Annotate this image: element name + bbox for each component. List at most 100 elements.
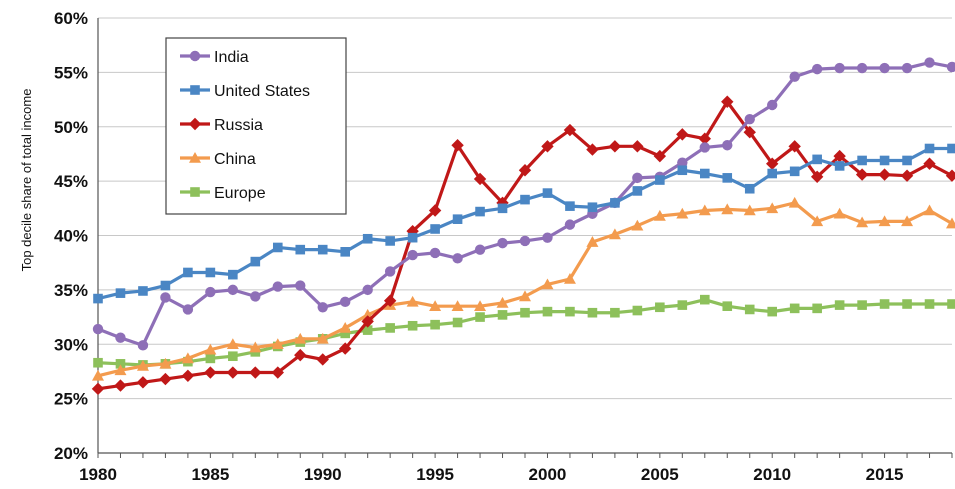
data-point-europe — [430, 319, 440, 330]
data-point-china — [541, 278, 554, 290]
data-point-china — [92, 369, 104, 381]
data-point-united-states — [722, 173, 733, 183]
data-point-europe — [587, 307, 598, 318]
data-point-india — [834, 62, 845, 74]
data-point-united-states — [115, 288, 126, 298]
y-tick-label: 20% — [54, 444, 88, 463]
data-point-united-states — [947, 143, 955, 154]
data-point-china — [204, 343, 217, 355]
data-point-russia — [294, 348, 307, 362]
data-point-europe — [812, 303, 822, 314]
data-point-united-states — [520, 194, 530, 205]
data-point-europe — [767, 306, 778, 317]
y-tick-label: 30% — [54, 335, 88, 354]
data-point-india — [901, 62, 913, 74]
y-tick-labels: 20% 25% 30% 35% 40% 45% 50% 55% 60% — [54, 9, 88, 463]
x-tick-label: 2000 — [529, 465, 567, 484]
data-point-united-states — [183, 267, 193, 278]
data-point-europe — [542, 306, 553, 317]
data-point-china — [294, 332, 307, 344]
data-point-europe — [452, 317, 463, 328]
data-point-india — [227, 284, 239, 296]
data-point-china — [901, 215, 914, 227]
legend-items: India United States Russia China Europe — [180, 49, 310, 202]
data-point-china — [474, 300, 487, 311]
data-point-russia — [226, 366, 240, 379]
data-point-united-states — [250, 256, 261, 267]
data-point-china — [339, 321, 352, 333]
data-point-russia — [428, 204, 442, 217]
data-point-russia — [91, 382, 105, 396]
data-point-europe — [385, 323, 395, 333]
data-point-united-states — [812, 154, 822, 165]
legend-label: Europe — [214, 185, 266, 202]
data-point-russia — [563, 123, 577, 137]
data-point-india — [924, 57, 935, 68]
data-point-india — [429, 247, 441, 259]
data-point-china — [608, 228, 621, 240]
data-point-united-states — [475, 206, 485, 217]
legend-label: India — [214, 49, 249, 66]
data-point-china — [249, 341, 262, 353]
y-tick-label: 50% — [54, 118, 88, 137]
series — [91, 57, 955, 396]
data-point-united-states — [295, 244, 306, 255]
data-point-united-states — [430, 224, 440, 234]
data-point-russia — [721, 95, 734, 108]
series-china — [92, 196, 955, 381]
data-point-china — [698, 204, 711, 216]
data-point-united-states — [407, 232, 418, 243]
series-russia — [91, 95, 955, 396]
data-point-russia — [316, 353, 329, 366]
data-point-china — [563, 273, 576, 284]
data-point-russia — [451, 139, 464, 152]
data-point-united-states — [317, 244, 328, 255]
data-point-united-states — [902, 155, 912, 166]
data-point-russia — [339, 342, 352, 355]
data-point-india — [115, 332, 126, 343]
data-point-india — [699, 142, 710, 153]
data-point-china — [743, 204, 756, 216]
data-point-india — [856, 62, 868, 74]
legend-item-russia: Russia — [180, 117, 263, 134]
data-point-europe — [565, 306, 575, 317]
data-point-russia — [676, 128, 689, 141]
data-point-united-states — [138, 286, 148, 296]
data-point-united-states — [205, 267, 216, 278]
data-point-russia — [653, 149, 667, 163]
data-point-china — [496, 296, 509, 308]
data-point-europe — [655, 302, 665, 313]
legend-item-europe: Europe — [180, 185, 266, 202]
data-point-india — [205, 286, 216, 298]
series-europe — [93, 294, 955, 370]
legend-swatch-marker — [190, 187, 200, 197]
data-point-china — [878, 215, 891, 227]
data-point-united-states — [699, 168, 710, 179]
data-point-united-states — [93, 293, 103, 304]
data-point-china — [923, 204, 936, 216]
data-point-united-states — [385, 236, 395, 246]
data-point-europe — [407, 320, 418, 331]
y-tick-label: 60% — [54, 9, 88, 28]
data-point-india — [811, 63, 823, 75]
data-point-united-states — [834, 161, 845, 171]
data-point-russia — [945, 169, 955, 182]
data-point-china — [519, 290, 531, 302]
data-point-russia — [608, 140, 622, 153]
legend-swatch-marker — [189, 152, 201, 163]
data-point-russia — [159, 372, 172, 386]
data-point-china — [586, 236, 599, 247]
data-point-china — [946, 217, 955, 229]
data-point-europe — [362, 325, 373, 335]
data-point-united-states — [160, 280, 171, 291]
data-point-india — [295, 280, 306, 291]
data-point-united-states — [565, 201, 575, 211]
data-point-china — [406, 295, 419, 307]
data-point-india — [160, 292, 171, 303]
data-point-russia — [631, 140, 644, 153]
data-point-russia — [900, 169, 914, 182]
data-point-russia — [855, 168, 869, 181]
data-point-europe — [834, 300, 845, 310]
data-point-europe — [205, 353, 216, 364]
data-point-europe — [947, 299, 955, 309]
